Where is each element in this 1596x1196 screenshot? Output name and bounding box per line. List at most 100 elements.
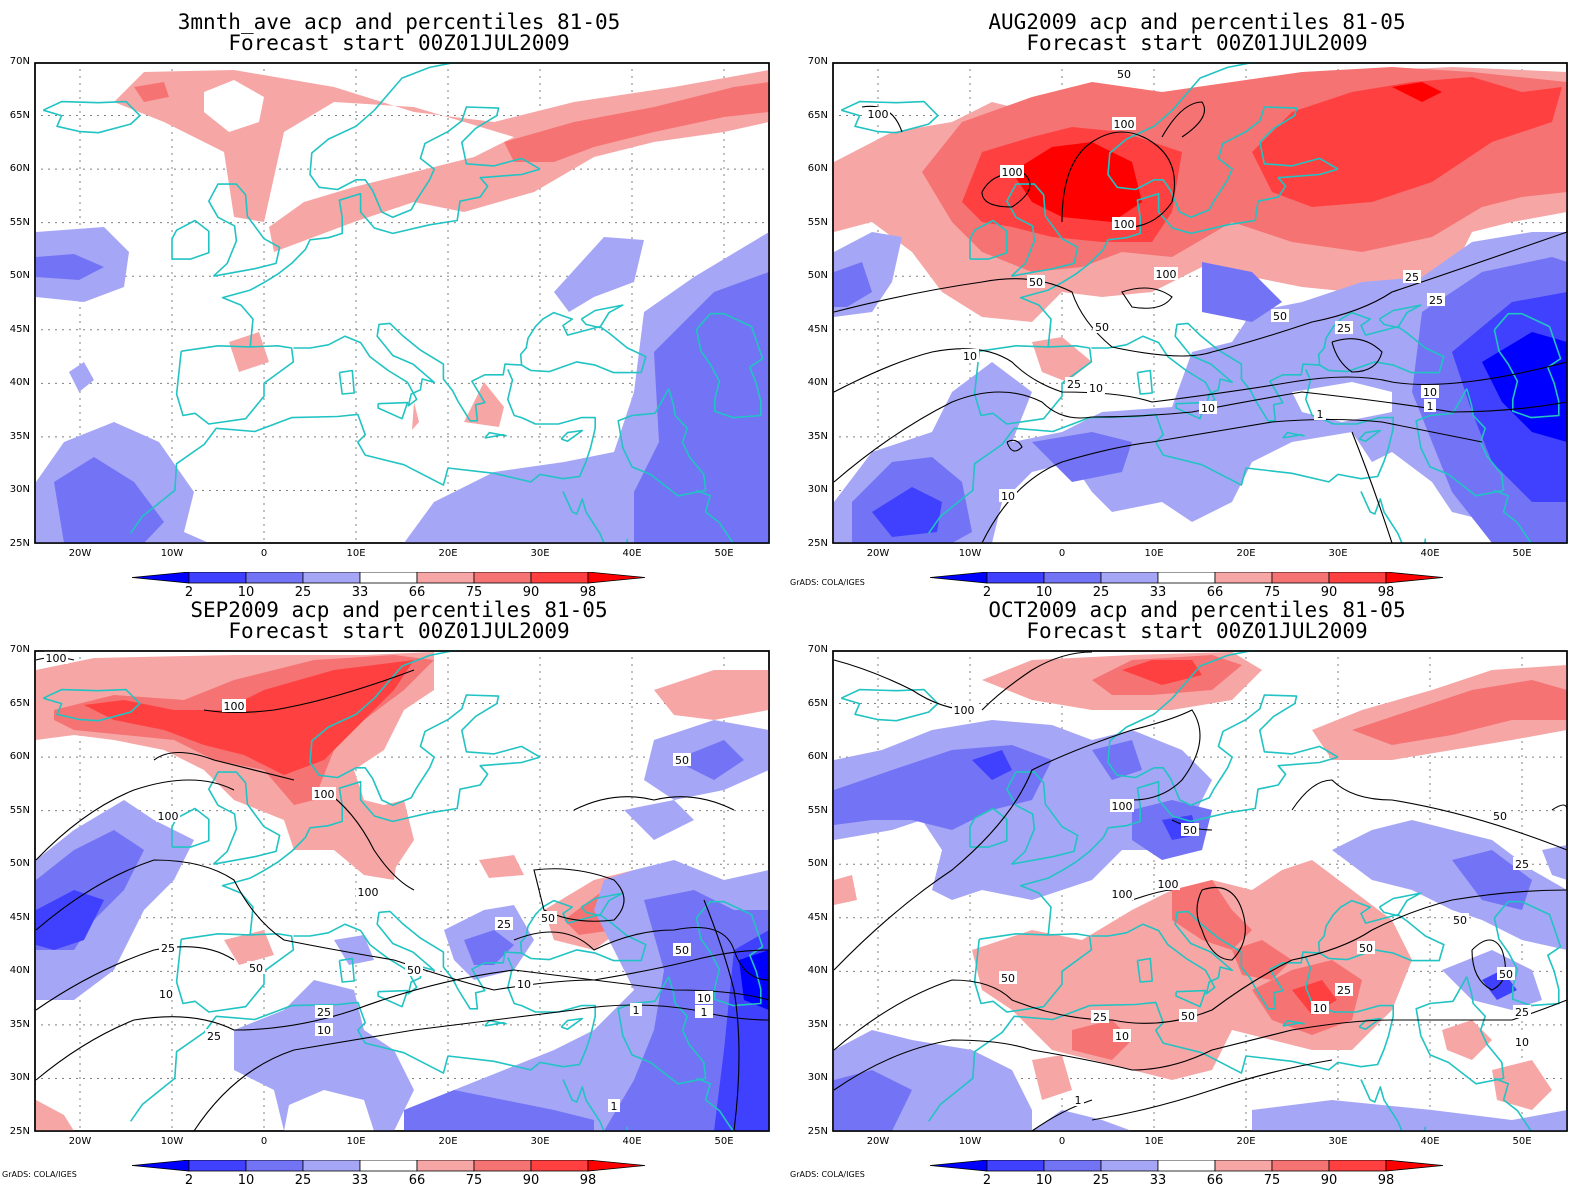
coastline <box>562 1079 629 1132</box>
colorbar-label: 33 <box>352 585 369 598</box>
coastline <box>1136 369 1154 395</box>
coastline <box>519 899 647 962</box>
coastline <box>617 976 707 1085</box>
coastline <box>1378 892 1422 917</box>
panel-3mnth-ave: 3mnth_ave acp and percentiles 81-05 Fore… <box>0 0 798 600</box>
above-normal-shading <box>834 652 1567 1110</box>
colorbar-label: 75 <box>1264 585 1281 598</box>
coastline <box>927 369 1395 534</box>
contour-labels: 100 100 100 100 100 50 50 50 50 50 25 25… <box>44 651 713 1113</box>
contour-label: 50 <box>1273 310 1287 323</box>
latitude-label: 50N <box>807 858 828 870</box>
contour-label: 1 <box>1427 400 1434 413</box>
map-frame <box>832 62 1568 544</box>
map-canvas <box>34 62 770 544</box>
coastline <box>338 957 356 983</box>
latitude-label: 30N <box>807 1072 828 1084</box>
colorbar-svg: 2 10 25 33 66 75 90 98 <box>929 1159 1444 1188</box>
longitude-label: 40E <box>1420 1136 1440 1147</box>
contour-label: 100 <box>1112 888 1133 901</box>
map-frame <box>34 62 770 544</box>
coastline <box>973 344 1093 425</box>
longitude-label: 10E <box>1144 548 1164 559</box>
contour-label: 25 <box>1067 378 1081 391</box>
longitude-label: 20W <box>68 548 92 559</box>
colorbar-box <box>473 571 532 584</box>
map-canvas: 100 100 100 100 100 50 50 50 50 50 25 25… <box>34 650 770 1132</box>
coastline <box>208 771 281 865</box>
map-frame <box>832 650 1568 1132</box>
colorbar: 2 10 25 33 66 75 90 98 <box>131 1159 672 1188</box>
coastline <box>293 910 532 1010</box>
coastlines <box>42 62 770 544</box>
panel-subtitle: Forecast start 00Z01JUL2009 <box>228 619 570 643</box>
coastline <box>1136 957 1154 983</box>
contour-label: 10 <box>697 992 711 1005</box>
colorbar-box <box>1214 1159 1273 1172</box>
colorbar-arrow-high <box>587 571 646 584</box>
coastline <box>580 892 624 917</box>
above-normal-shading <box>114 70 769 430</box>
contour-label: 25 <box>1515 1006 1529 1019</box>
contour-label: 50 <box>675 754 689 767</box>
colorbar-box <box>530 1159 589 1172</box>
coastline <box>309 650 541 807</box>
longitude-label: 50E <box>714 1136 734 1147</box>
coastline <box>484 431 507 439</box>
contour-label: 10 <box>517 978 531 991</box>
colorbar-box <box>302 1159 361 1172</box>
colorbar-label: 10 <box>1036 1173 1053 1186</box>
coastline <box>580 304 624 329</box>
latitude-label: 65N <box>807 109 828 121</box>
colorbar-box <box>302 571 361 584</box>
coastline <box>42 100 141 134</box>
contour-label: 1 <box>611 1100 618 1113</box>
coastline <box>377 989 409 1008</box>
contour-label: 100 <box>1112 800 1133 813</box>
coastline <box>617 388 707 497</box>
coastline <box>1317 311 1445 374</box>
colorbar-label: 2 <box>185 1173 193 1186</box>
colorbar-box <box>416 571 475 584</box>
coastline <box>1282 431 1305 439</box>
colorbar-label: 66 <box>409 1173 426 1186</box>
coastline <box>969 807 1008 848</box>
contour-label: 10 <box>1201 402 1215 415</box>
contour-label: 50 <box>1493 810 1507 823</box>
panel-subtitle: Forecast start 00Z01JUL2009 <box>1026 31 1368 55</box>
colorbar-box <box>986 1159 1045 1172</box>
contour-label: 25 <box>1337 322 1351 335</box>
below-normal-shading <box>834 720 1567 1131</box>
contour-label: 100 <box>1114 218 1135 231</box>
longitude-label: 10W <box>160 548 184 559</box>
coastline <box>519 311 647 374</box>
coastline <box>840 688 939 722</box>
contour-label: 100 <box>158 810 179 823</box>
latitude-label: 55N <box>807 804 828 816</box>
longitude-label: 50E <box>714 548 734 559</box>
panel-oct2009: OCT2009 acp and percentiles 81-05 Foreca… <box>790 588 1596 1188</box>
latitude-label: 65N <box>9 697 30 709</box>
colorbar-label: 90 <box>523 585 540 598</box>
contour-label: 50 <box>1359 942 1373 955</box>
coastlines <box>840 62 1568 544</box>
contour-label: 100 <box>954 704 975 717</box>
colorbar-label: 10 <box>238 1173 255 1186</box>
longitude-label: 40E <box>622 1136 642 1147</box>
latitude-label: 40N <box>9 377 30 389</box>
colorbar-box <box>1271 571 1330 584</box>
coastline <box>695 312 764 419</box>
contour-label: 100 <box>314 788 335 801</box>
coastline <box>1493 312 1562 419</box>
contour-label: 1 <box>633 1004 640 1017</box>
coastline <box>175 932 295 1013</box>
longitude-label: 20E <box>438 1136 458 1147</box>
panel-title: OCT2009 acp and percentiles 81-05 <box>988 598 1406 622</box>
contour-label: 100 <box>1158 878 1179 891</box>
colorbar-label: 90 <box>1321 585 1338 598</box>
colorbar-label: 2 <box>185 585 193 598</box>
coastline <box>1415 388 1505 497</box>
coastline <box>560 1017 584 1031</box>
contour-label: 10 <box>317 1024 331 1037</box>
coastlines <box>840 650 1568 1132</box>
